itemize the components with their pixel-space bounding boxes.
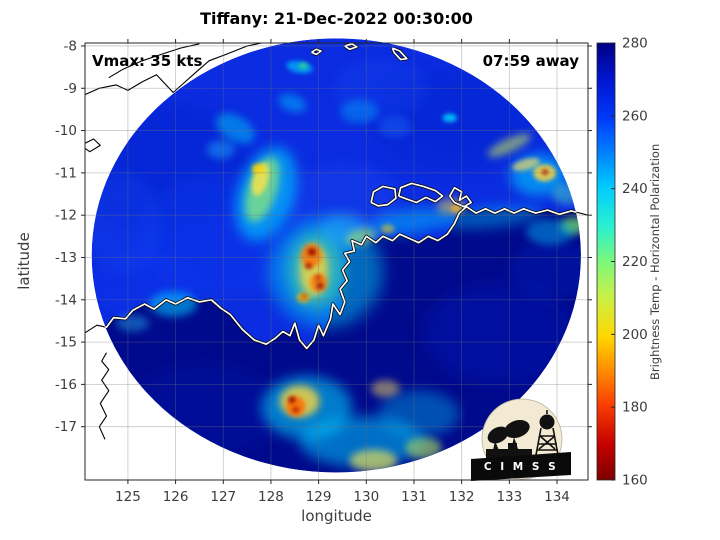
x-tick-label: 126	[163, 489, 189, 505]
axes-box	[84, 42, 589, 481]
convective-core	[305, 263, 312, 269]
colorbar-tick-label: 180	[622, 400, 648, 416]
x-tick-label: 131	[401, 489, 427, 505]
convective-core	[317, 283, 323, 289]
outside-coastlines	[84, 42, 589, 440]
colorbar-tick-label: 200	[622, 327, 648, 343]
colorbar-tick-label: 280	[622, 36, 648, 52]
coastline	[84, 42, 262, 96]
coastline	[84, 138, 101, 153]
cimss-banner	[471, 452, 571, 481]
coastline	[311, 48, 322, 56]
colorbar-label: Brightness Temp - Horizontal Polarizatio…	[648, 143, 662, 380]
water-tower-icon	[535, 410, 559, 456]
y-tick-label: -14	[55, 292, 77, 308]
coastline	[98, 352, 110, 440]
convective-core	[288, 396, 296, 403]
x-tick-label: 130	[353, 489, 379, 505]
vmax-annotation: Vmax: 35 kts	[92, 52, 203, 70]
coastline	[84, 206, 589, 349]
x-tick-label: 128	[258, 489, 284, 505]
x-tick-label: 125	[115, 489, 141, 505]
x-tick-label: 132	[449, 489, 475, 505]
coastline	[108, 43, 200, 79]
colorbar-tick-label: 260	[622, 108, 648, 124]
tick-marks	[81, 39, 592, 484]
y-tick-label: -11	[55, 165, 77, 181]
satellite-dish-icon	[486, 419, 532, 459]
y-tick-label: -16	[55, 377, 77, 393]
convective-core	[315, 275, 321, 280]
coastline	[397, 182, 444, 204]
convective-core	[302, 294, 307, 299]
y-axis-label: latitude	[15, 232, 33, 290]
coastline	[370, 185, 397, 207]
y-tick-label: -17	[55, 419, 77, 435]
swath-image	[91, 38, 581, 473]
plot-title: Tiffany: 21-Dec-2022 00:30:00	[200, 9, 473, 28]
time-away-annotation: 07:59 away	[482, 52, 579, 70]
convective-core	[293, 407, 299, 412]
x-tick-label: 129	[306, 489, 332, 505]
x-axis-label: longitude	[301, 507, 372, 525]
coastline	[391, 47, 408, 61]
x-tick-label: 134	[544, 489, 570, 505]
y-tick-label: -15	[55, 335, 77, 351]
cimss-logo: C I M S S	[471, 398, 571, 481]
y-tick-label: -12	[55, 208, 77, 224]
y-tick-label: -13	[55, 250, 77, 266]
cimss-banner-text: C I M S S	[484, 461, 558, 473]
x-tick-label: 133	[496, 489, 522, 505]
convective-core	[308, 248, 316, 256]
x-tick-label: 127	[210, 489, 236, 505]
y-tick-label: -10	[55, 123, 77, 139]
y-tick-label: -8	[64, 38, 77, 54]
coastline	[448, 186, 473, 208]
colorbar-tick-label: 240	[622, 181, 648, 197]
colorbar-tick-label: 220	[622, 254, 648, 270]
coastline	[344, 42, 358, 51]
colorbar-tick-label: 160	[622, 473, 648, 489]
y-tick-label: -9	[64, 81, 77, 97]
convective-core	[542, 169, 548, 175]
